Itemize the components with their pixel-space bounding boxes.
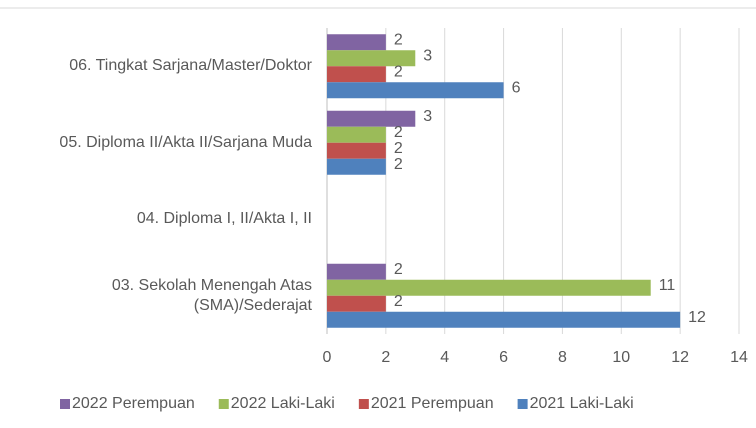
- x-tick-label: 10: [612, 349, 630, 366]
- legend-label: 2021 Laki-Laki: [530, 395, 634, 412]
- y-tick-label: 03. Sekolah Menengah Atas (SMA)/Sederaja…: [111, 276, 312, 314]
- y-tick-label: 06. Tingkat Sarjana/Master/Doktor: [69, 57, 312, 75]
- data-label: 3: [423, 47, 432, 64]
- bar: [327, 50, 416, 67]
- legend-marker: [60, 399, 70, 409]
- x-tick-label: 4: [440, 349, 449, 366]
- data-label: 12: [688, 309, 706, 326]
- legend-label: 2022 Perempuan: [72, 395, 195, 412]
- bar: [327, 295, 386, 312]
- data-label: 2: [394, 63, 403, 80]
- bar: [327, 263, 386, 280]
- data-label: 2: [394, 124, 403, 141]
- data-label: 2: [394, 140, 403, 157]
- legend-marker: [358, 399, 369, 409]
- legend-marker: [218, 399, 229, 409]
- legend-label: 2021 Perempuan: [371, 395, 494, 412]
- y-tick-label: 04. Diploma I, II/Akta I, II: [136, 210, 312, 228]
- x-tick-label: 0: [323, 349, 332, 366]
- x-tick-label: 12: [671, 349, 689, 366]
- bar: [327, 34, 386, 51]
- data-label: 2: [394, 31, 403, 48]
- data-label: 11: [659, 277, 676, 294]
- legend-marker: [517, 399, 528, 409]
- x-tick-label: 8: [558, 349, 567, 366]
- bar: [327, 158, 386, 175]
- x-tick-label: 2: [381, 349, 390, 366]
- data-label: 2: [394, 293, 403, 310]
- x-tick-label: 14: [730, 349, 748, 366]
- x-tick-label: 6: [499, 349, 508, 366]
- data-label: 2: [394, 261, 403, 278]
- bar: [327, 311, 681, 328]
- data-label: 6: [512, 79, 521, 96]
- bar: [327, 126, 386, 143]
- bar: [327, 142, 386, 159]
- legend-label: 2022 Laki-Laki: [231, 395, 335, 412]
- bar: [327, 82, 504, 99]
- bar: [327, 66, 386, 83]
- y-tick-label: 05. Diploma II/Akta II/Sarjana Muda: [59, 133, 312, 151]
- bar: [327, 110, 416, 127]
- data-label: 2: [394, 156, 403, 173]
- data-label: 3: [423, 108, 432, 125]
- bar: [327, 279, 651, 296]
